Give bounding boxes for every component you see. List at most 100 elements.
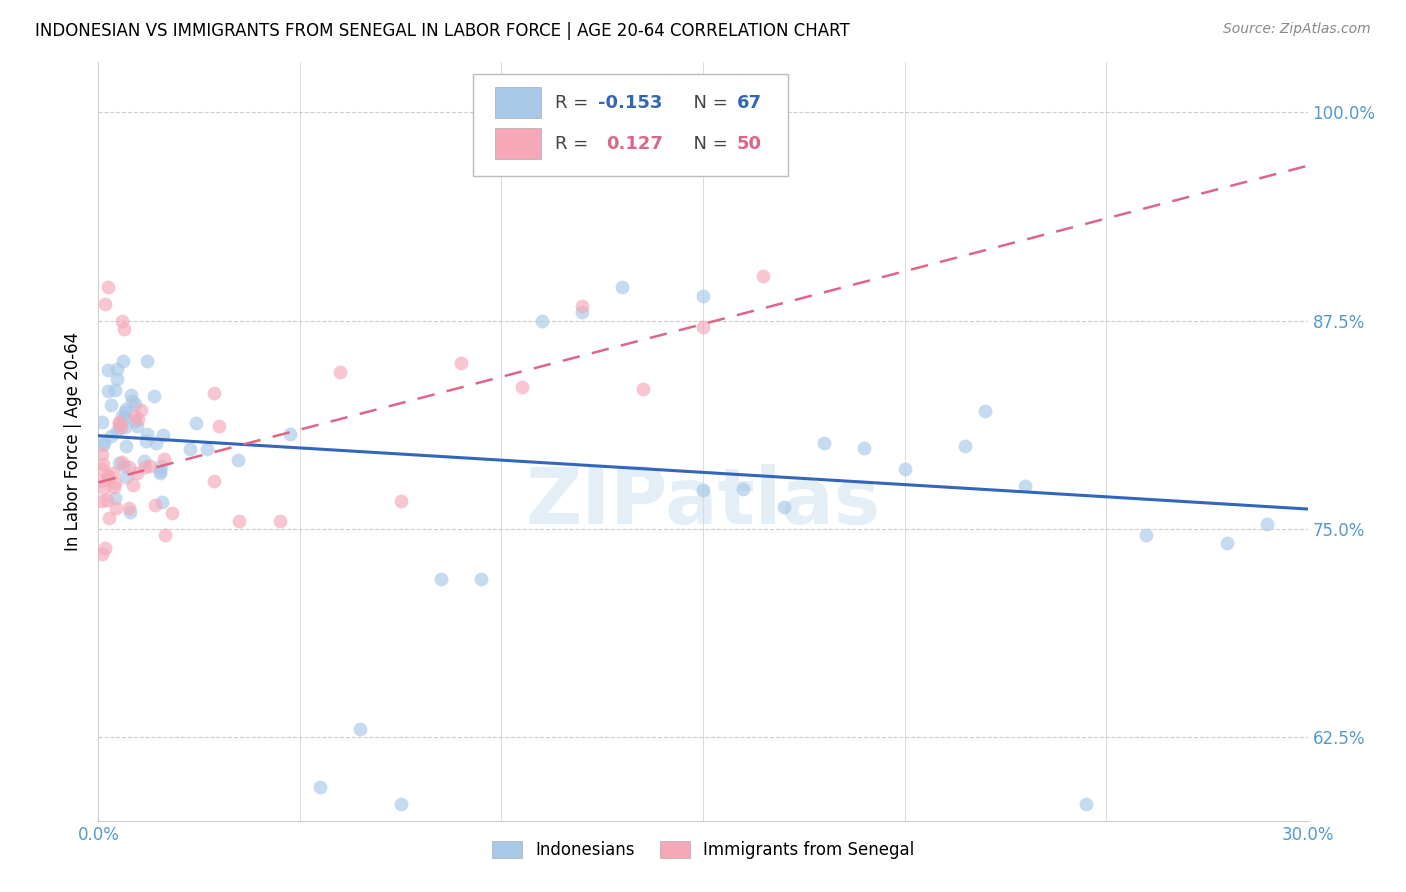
Point [853, 441, 876, 455]
Point [94, 541, 117, 556]
Point [153, 452, 176, 467]
Point [135, 354, 157, 368]
Point [202, 385, 225, 400]
Point [389, 493, 412, 508]
Point [1216, 535, 1239, 549]
Point [631, 382, 654, 396]
Point [96, 492, 118, 507]
Point [121, 393, 143, 408]
Text: N =: N = [682, 135, 734, 153]
Point [115, 402, 138, 417]
Point [118, 460, 141, 475]
Point [104, 476, 127, 491]
Point [125, 467, 148, 481]
Point [104, 384, 127, 398]
Point [152, 428, 174, 442]
Point [1256, 516, 1278, 531]
Point [93, 458, 115, 472]
Point [120, 388, 142, 402]
Point [118, 500, 141, 515]
Point [184, 416, 207, 430]
Bar [495, 87, 541, 118]
Point [692, 483, 714, 498]
Point [91, 416, 114, 430]
Point [114, 411, 136, 425]
Point [91, 447, 114, 461]
Point [208, 419, 231, 434]
Point [111, 455, 134, 469]
Point [162, 506, 184, 520]
Point [91, 547, 114, 561]
Point [124, 414, 146, 428]
Point [97, 280, 120, 294]
Point [122, 477, 145, 491]
Point [129, 402, 152, 417]
Point [974, 403, 997, 417]
Point [104, 500, 127, 515]
Point [105, 362, 128, 376]
Point [179, 442, 201, 456]
Point [97, 384, 120, 398]
Point [530, 314, 553, 328]
Point [612, 280, 634, 294]
Text: 67: 67 [737, 94, 762, 112]
Text: Source: ZipAtlas.com: Source: ZipAtlas.com [1223, 22, 1371, 37]
Point [226, 452, 249, 467]
Point [269, 514, 291, 528]
Point [149, 465, 172, 479]
Point [145, 436, 167, 450]
Point [91, 437, 114, 451]
Point [97, 363, 120, 377]
Point [571, 305, 593, 319]
Point [97, 510, 120, 524]
Point [143, 389, 166, 403]
Bar [495, 128, 541, 159]
Point [893, 461, 915, 475]
Point [143, 499, 166, 513]
Point [149, 459, 172, 474]
Point [91, 474, 114, 488]
Point [389, 797, 412, 811]
Point [752, 268, 775, 283]
Point [204, 475, 226, 489]
Point [124, 397, 146, 411]
Text: 50: 50 [737, 135, 762, 153]
Point [94, 297, 117, 311]
Point [108, 417, 131, 432]
FancyBboxPatch shape [474, 74, 787, 177]
Point [136, 427, 159, 442]
Point [103, 480, 125, 494]
Point [430, 572, 453, 586]
Point [349, 722, 371, 736]
Point [101, 466, 124, 480]
Point [692, 320, 714, 334]
Point [1014, 478, 1036, 492]
Legend: Indonesians, Immigrants from Senegal: Indonesians, Immigrants from Senegal [485, 834, 921, 865]
Point [93, 434, 115, 449]
Point [110, 419, 132, 434]
Point [111, 409, 134, 423]
Point [114, 470, 136, 484]
Point [115, 439, 138, 453]
Text: INDONESIAN VS IMMIGRANTS FROM SENEGAL IN LABOR FORCE | AGE 20-64 CORRELATION CHA: INDONESIAN VS IMMIGRANTS FROM SENEGAL IN… [35, 22, 849, 40]
Point [93, 481, 115, 495]
Point [450, 356, 472, 370]
Point [104, 491, 127, 505]
Text: ZIPatlas: ZIPatlas [526, 464, 880, 541]
Point [111, 354, 134, 368]
Point [112, 459, 135, 474]
Point [100, 429, 122, 443]
Point [114, 405, 136, 419]
Text: 0.127: 0.127 [606, 135, 664, 153]
Point [132, 454, 155, 468]
Point [97, 469, 120, 483]
Point [105, 424, 128, 438]
Point [105, 372, 128, 386]
Text: N =: N = [682, 94, 734, 112]
Point [97, 468, 120, 483]
Point [114, 420, 136, 434]
Point [91, 462, 114, 476]
Point [1074, 797, 1097, 811]
Point [108, 415, 131, 429]
Point [309, 780, 332, 795]
